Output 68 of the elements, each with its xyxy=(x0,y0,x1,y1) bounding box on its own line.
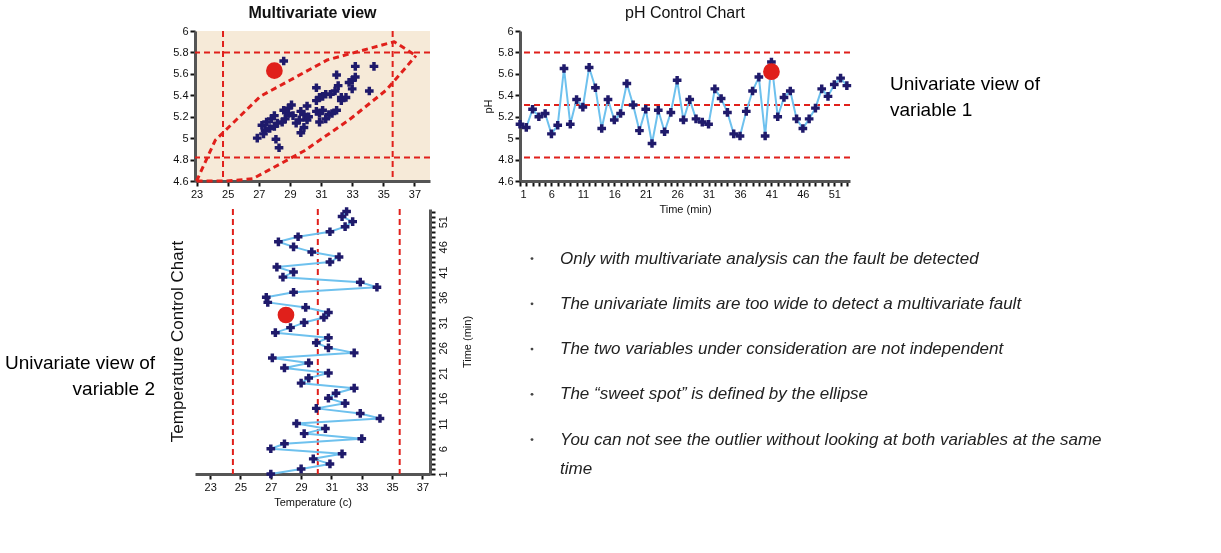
x-tick-label: 37 xyxy=(416,480,430,493)
x-tick-label: 25 xyxy=(222,187,235,200)
x-tick-label: 29 xyxy=(295,480,308,493)
y-tick-label: 1 xyxy=(436,471,449,478)
x-tick-label: 46 xyxy=(797,187,810,200)
text: Univariate view of variable 1 xyxy=(890,72,1041,120)
text: The “sweet spot” is defined by the ellipse xyxy=(560,384,869,404)
x-tick-label: 37 xyxy=(408,187,422,200)
x-tick-label: 35 xyxy=(377,187,390,200)
x-tick-label: 11 xyxy=(577,187,590,200)
y-tick-label: 51 xyxy=(436,215,449,229)
y-axis-title: pH xyxy=(482,99,495,114)
y-tick-label: 5 xyxy=(182,131,189,144)
y-tick-label: 11 xyxy=(436,418,449,430)
y-tick-label: 5.4 xyxy=(498,88,514,101)
y-tick-label: 21 xyxy=(436,367,449,380)
y-tick-label: 16 xyxy=(436,392,449,405)
x-tick-label: 26 xyxy=(671,187,684,200)
y-tick-label: 5.4 xyxy=(173,88,189,101)
x-axis-title: Temperature (c) xyxy=(274,495,352,508)
x-tick-label: 1 xyxy=(520,187,527,200)
y-tick-label: 6 xyxy=(436,446,449,453)
x-tick-label: 41 xyxy=(765,187,779,200)
y-tick-label: 5 xyxy=(507,131,514,144)
text: Temperature Control Chart xyxy=(168,240,187,443)
y-tick-label: 31 xyxy=(436,316,449,330)
x-tick-label: 33 xyxy=(356,480,369,493)
text: Univariate view of variable 2 xyxy=(5,351,156,399)
y-tick-label: 5.2 xyxy=(173,110,189,123)
y-tick-label: 4.8 xyxy=(498,153,514,166)
y-tick-label: 26 xyxy=(436,342,449,355)
x-tick-label: 21 xyxy=(640,187,653,200)
x-tick-label: 25 xyxy=(234,480,248,493)
x-tick-label: 31 xyxy=(315,187,328,200)
y-tick-label: 5.2 xyxy=(498,110,514,123)
text: The univariate limits are too wide to detect a multivariate fault xyxy=(560,293,1023,313)
text: You can not see the outlier without looking at both variables at the same time xyxy=(560,429,1102,478)
x-tick-label: 27 xyxy=(253,187,266,200)
x-axis-title: Time (min) xyxy=(659,202,712,215)
y-tick-label: 36 xyxy=(436,291,449,304)
x-tick-label: 31 xyxy=(702,187,716,200)
x-tick-label: 27 xyxy=(265,480,278,493)
x-tick-label: 23 xyxy=(204,480,217,493)
text: The two variables under consideration are not independent xyxy=(560,339,1005,359)
x-tick-label: 6 xyxy=(548,187,555,200)
x-tick-label: 31 xyxy=(325,480,339,493)
x-tick-label: 51 xyxy=(828,187,841,200)
y-tick-label: 5.6 xyxy=(173,67,189,80)
y-tick-label: 4.8 xyxy=(173,153,189,166)
y-tick-label: 5.8 xyxy=(498,45,514,58)
x-tick-label: 36 xyxy=(734,187,747,200)
x-tick-label: 23 xyxy=(190,187,204,200)
y-tick-label: 5.6 xyxy=(498,67,514,80)
y-tick-label: 4.6 xyxy=(173,174,189,187)
text: Only with multivariate analysis can the fault be detected xyxy=(560,248,980,268)
y-tick-label: 6 xyxy=(182,24,189,37)
y-tick-label: 41 xyxy=(436,266,449,279)
y-tick-label: 6 xyxy=(507,24,514,37)
chart-title: pH Control Chart xyxy=(624,4,746,21)
x-tick-label: 16 xyxy=(608,187,621,200)
x-tick-label: 29 xyxy=(284,187,297,200)
x-tick-label: 33 xyxy=(346,187,359,200)
y-tick-label: 4.6 xyxy=(498,174,514,187)
y-tick-label: 5.8 xyxy=(173,45,189,58)
y-axis-title: Time (min) xyxy=(460,315,473,369)
x-tick-label: 35 xyxy=(386,480,399,493)
chart-title: Multivariate view xyxy=(248,4,378,21)
y-tick-label: 46 xyxy=(436,241,449,254)
